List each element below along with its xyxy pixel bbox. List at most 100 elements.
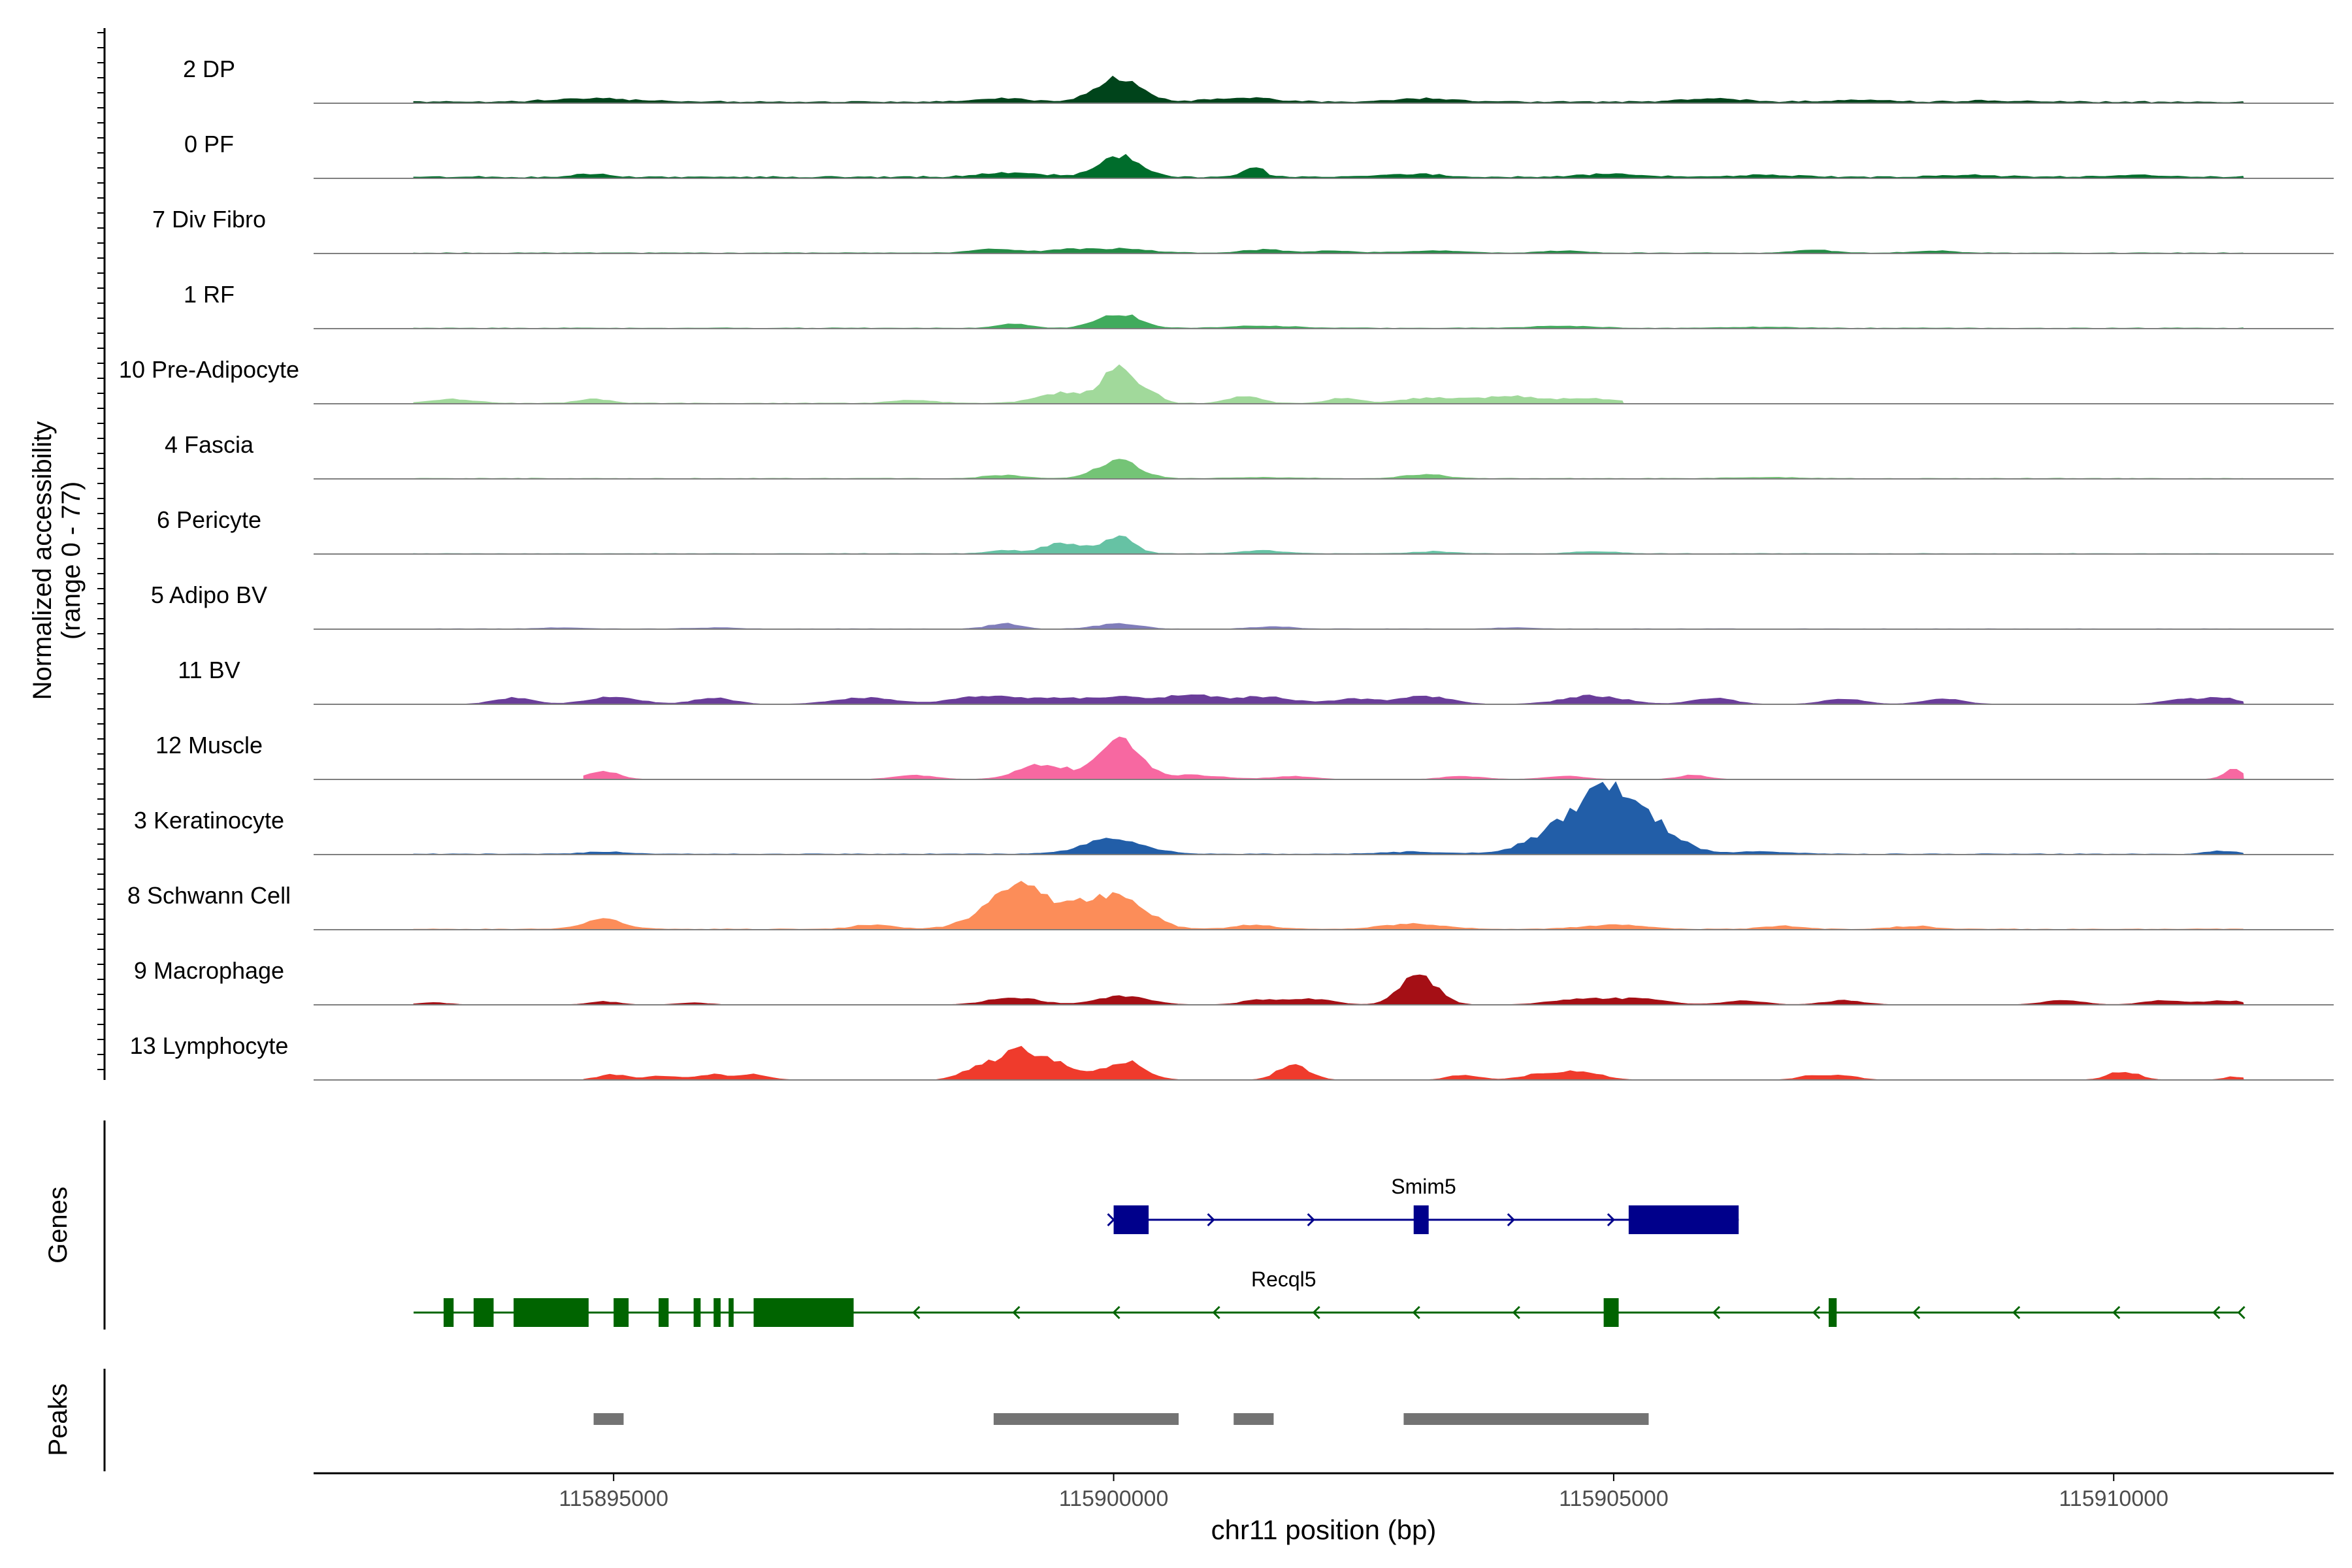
- gene-exon: [514, 1298, 589, 1327]
- strand-arrow: [1507, 1213, 1515, 1227]
- strand-arrow: [1312, 1305, 1320, 1320]
- gene-exon: [1628, 1205, 1739, 1234]
- gene-exon: [753, 1298, 854, 1327]
- x-tick-label: 115905000: [1559, 1486, 1669, 1511]
- coverage-area: [413, 314, 2245, 329]
- coverage-area: [414, 694, 2244, 705]
- track-label: 13 Lymphocyte: [130, 1032, 289, 1059]
- peak-region: [593, 1413, 624, 1425]
- x-tick-label: 115900000: [1059, 1486, 1169, 1511]
- gene-exon: [1829, 1298, 1837, 1327]
- gene-recql5: Recql5: [414, 1267, 2246, 1327]
- strand-arrow: [1912, 1305, 1921, 1320]
- strand-arrow: [1107, 1213, 1115, 1227]
- track-label: 6 Pericyte: [157, 506, 261, 533]
- track-label: 8 Schwann Cell: [127, 882, 291, 909]
- coverage-area: [413, 75, 2244, 104]
- track-3: 7 Div Fibro: [152, 206, 2334, 254]
- coverage-tracks: 2 DP 0 PF 7 Div Fibro 1 RF 10 Pre-Adipocyte 4…: [119, 56, 2334, 1081]
- track-8: 5 Adipo BV: [151, 581, 2334, 630]
- x-ticks: 115895000 115900000 115905000 115910000: [559, 1473, 2168, 1511]
- gene-exon: [713, 1298, 721, 1327]
- strand-arrow: [2212, 1305, 2221, 1320]
- gene-exon: [1413, 1205, 1429, 1234]
- x-tick-label: 115910000: [2059, 1486, 2168, 1511]
- coverage-area: [413, 154, 2244, 179]
- genes-panel: Genes Smim5 Recql5: [44, 1120, 2246, 1330]
- strand-arrow: [1512, 1305, 1520, 1320]
- track-12: 8 Schwann Cell: [127, 881, 2334, 930]
- coverage-area: [413, 535, 2244, 555]
- track-label: 4 Fascia: [165, 431, 254, 458]
- gene-exon: [1113, 1205, 1149, 1234]
- strand-arrow: [1212, 1305, 1220, 1320]
- peaks-panel: Peaks: [44, 1369, 1649, 1471]
- gene-name: Recql5: [1251, 1267, 1316, 1291]
- track-4: 1 RF: [184, 281, 2334, 329]
- accessibility-axis-title-line-1: Normalized accessibility: [28, 421, 57, 700]
- accessibility-axis: [97, 28, 106, 1080]
- strand-arrow: [2112, 1305, 2121, 1320]
- track-7: 6 Pericyte: [157, 506, 2334, 555]
- strand-arrow: [1112, 1305, 1120, 1320]
- peak-regions: [593, 1413, 1649, 1425]
- gene-models: Smim5 Recql5: [414, 1175, 2246, 1327]
- strand-arrow: [912, 1305, 921, 1320]
- track-label: 3 Keratinocyte: [134, 807, 284, 834]
- track-1: 2 DP: [183, 56, 2334, 104]
- track-label: 0 PF: [184, 131, 234, 157]
- strand-arrow: [1307, 1213, 1315, 1227]
- gene-exon: [659, 1298, 669, 1327]
- coverage-area: [413, 781, 2245, 855]
- strand-arrow: [1607, 1213, 1616, 1227]
- strand-arrow: [1207, 1213, 1215, 1227]
- track-label: 7 Div Fibro: [152, 206, 266, 233]
- coverage-area: [413, 364, 1624, 404]
- x-axis-title: chr11 position (bp): [1211, 1514, 1437, 1545]
- gene-exon: [693, 1298, 701, 1327]
- coverage-area: [583, 1045, 2244, 1081]
- gene-exon: [473, 1298, 494, 1327]
- strand-arrow: [1812, 1305, 1821, 1320]
- strand-arrow: [1012, 1305, 1021, 1320]
- peak-region: [1233, 1413, 1274, 1425]
- track-6: 4 Fascia: [165, 431, 2334, 480]
- peak-region: [1403, 1413, 1649, 1425]
- track-label: 11 BV: [178, 657, 240, 683]
- peaks-panel-label: Peaks: [44, 1383, 73, 1456]
- strand-arrow: [1712, 1305, 1721, 1320]
- accessibility-axis-title-line-2: (range 0 - 77): [57, 482, 86, 640]
- strand-arrow: [2012, 1305, 2021, 1320]
- gene-name: Smim5: [1391, 1175, 1456, 1198]
- peak-region: [993, 1413, 1179, 1425]
- strand-arrow: [2237, 1305, 2246, 1320]
- gene-exon: [728, 1298, 734, 1327]
- track-2: 0 PF: [184, 131, 2334, 179]
- genes-panel-label: Genes: [44, 1186, 73, 1264]
- coverage-area: [413, 881, 2245, 930]
- track-10: 12 Muscle: [155, 732, 2334, 780]
- track-9: 11 BV: [178, 657, 2334, 705]
- track-label: 5 Adipo BV: [151, 581, 267, 608]
- gene-exon: [443, 1298, 454, 1327]
- track-label: 12 Muscle: [155, 732, 263, 759]
- track-label: 2 DP: [183, 56, 235, 82]
- track-11: 3 Keratinocyte: [134, 781, 2334, 855]
- track-14: 13 Lymphocyte: [130, 1032, 2334, 1081]
- coverage-area: [413, 459, 2245, 480]
- gene-smim5: Smim5: [1107, 1175, 1739, 1234]
- track-label: 9 Macrophage: [134, 957, 284, 984]
- coverage-area: [583, 736, 2244, 780]
- x-tick-label: 115895000: [559, 1486, 668, 1511]
- track-13: 9 Macrophage: [134, 957, 2334, 1005]
- gene-exon: [1603, 1298, 1619, 1327]
- coverage-area: [413, 974, 2244, 1005]
- coverage-area: [413, 623, 2244, 630]
- track-label: 1 RF: [184, 281, 235, 308]
- strand-arrow: [1412, 1305, 1420, 1320]
- x-axis: 115895000 115900000 115905000 115910000 chr…: [314, 1472, 2334, 1545]
- track-label: 10 Pre-Adipocyte: [119, 356, 299, 383]
- track-5: 10 Pre-Adipocyte: [119, 356, 2334, 404]
- gene-exon: [613, 1298, 629, 1327]
